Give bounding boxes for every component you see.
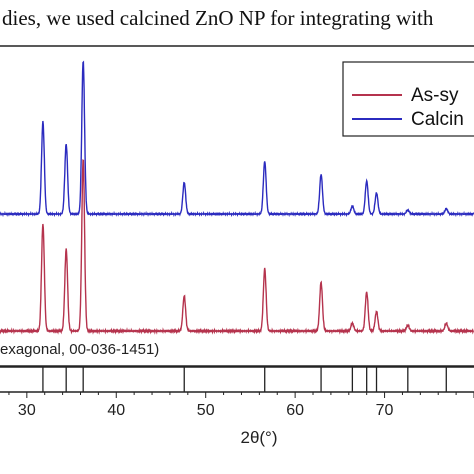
series-line-0	[0, 159, 474, 335]
reference-label: exagonal, 00-036-1451)	[0, 341, 159, 358]
caption-line: dies, we used calcined ZnO NP for integr…	[2, 6, 434, 30]
legend-box	[342, 61, 474, 137]
x-axis-title: 2θ(°)	[240, 428, 277, 447]
x-tick-label: 30	[18, 402, 36, 419]
x-axis: 30 40 50 60 70	[0, 391, 474, 419]
legend: As-sy Calcin	[342, 61, 474, 137]
series-layer	[0, 60, 474, 335]
legend-label-as-sy: As-sy	[411, 85, 459, 106]
x-tick-label: 70	[376, 402, 394, 419]
series-line-1	[0, 60, 474, 218]
x-tick-label: 60	[286, 402, 304, 419]
legend-label-calcin: Calcin	[411, 109, 464, 130]
caption-text-top: dies, we used calcined ZnO NP for integr…	[0, 6, 474, 36]
plot-frame	[0, 45, 474, 367]
x-tick-label: 50	[197, 402, 215, 419]
reference-pattern	[42, 367, 447, 392]
x-tick-label: 40	[107, 402, 125, 419]
